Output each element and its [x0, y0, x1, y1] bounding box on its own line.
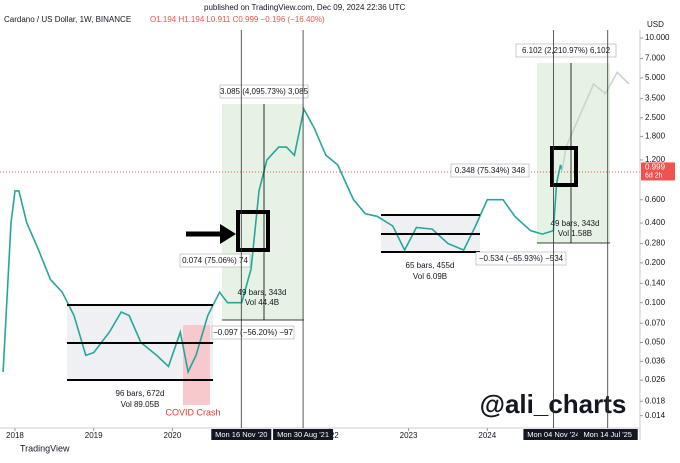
y-tick-label: 1.800 [645, 132, 666, 141]
annotation: COVID Crash [165, 407, 220, 417]
y-tick-label: 0.070 [645, 318, 666, 327]
y-tick-label: 0.100 [645, 298, 666, 307]
annotation: 3.085 (4,095.73%) 3,085 [220, 87, 309, 96]
y-tick-label: 3.500 [645, 94, 666, 103]
y-tick-label: 7.000 [645, 54, 666, 63]
label-box [211, 325, 295, 340]
measure [222, 63, 610, 321]
marker-tag [577, 429, 638, 440]
y-tick-label: 5.000 [645, 73, 666, 82]
annotation: −0.097 (−56.20%) −97 [213, 328, 293, 337]
annotation: 0.348 (75.34%) 348 [455, 166, 526, 175]
marker-label: Mon 14 Jul '25 [583, 430, 632, 439]
drawings [67, 63, 610, 381]
watermark: @ali_charts [480, 389, 627, 419]
label-box [515, 43, 617, 58]
marker-tag [273, 429, 334, 440]
y-tick-label: 0.600 [645, 195, 666, 204]
highlight-box [236, 210, 270, 252]
x-tick-label: 2023 [400, 431, 418, 440]
marker-label: Mon 04 Nov '24 [527, 430, 579, 439]
marker-tag [523, 429, 584, 440]
published: published on TradingView.com, Dec 09, 20… [204, 3, 406, 12]
y-tick-label: 1.200 [645, 155, 666, 164]
y-tick-label: 0.140 [645, 278, 666, 287]
label-box [179, 253, 251, 268]
symbol: Cardano / US Dollar, 1W, BINANCE [4, 15, 131, 24]
gain-box [537, 63, 610, 243]
countdown: 6d 2h [645, 172, 663, 179]
price-tag [641, 162, 675, 181]
annotation: 65 bars, 455d [406, 261, 455, 270]
y-tick-label: 0.200 [645, 258, 666, 267]
x-tick-label: 2018 [6, 431, 24, 440]
annotation: Vol 89.05B [121, 400, 160, 409]
y-tick-label: 0.036 [645, 357, 666, 366]
x-tick-label: 2019 [85, 431, 103, 440]
arrow-head [220, 224, 236, 244]
annotation: −0.534 (−65.93%) −534 [479, 254, 564, 263]
label-box [450, 163, 530, 178]
y-tick-label: 2.500 [645, 113, 666, 122]
x-tick-label: 2024 [478, 431, 496, 440]
annotation: 49 bars, 343d [238, 288, 287, 297]
brand: TradingView [20, 443, 70, 453]
annotation: 6.102 (2,210.97%) 6,102 [522, 46, 611, 55]
label-box [475, 251, 567, 266]
annotation: Vol 6.09B [413, 272, 447, 281]
annotation: 96 bars, 672d [116, 389, 165, 398]
y-tick-label: 0.026 [645, 375, 666, 384]
annotation: Vol 44.4B [245, 298, 279, 307]
marker-tag [211, 429, 272, 440]
annotation: 49 bars, 343d [551, 219, 600, 228]
y-tick-label: 0.280 [645, 239, 666, 248]
marker-label: Mon 30 Aug '21 [277, 430, 329, 439]
annotation: 0.074 (75.06%) 74 [182, 256, 248, 265]
label-box [219, 84, 309, 99]
y-tick-label: 0.400 [645, 218, 666, 227]
y-tick-label: 0.050 [645, 338, 666, 347]
ohlc: O1.194 H1.194 L0.911 C0.999 −0.196 (−16.… [150, 15, 325, 24]
price-tag-label: 0.999 [645, 163, 666, 172]
labels: 3.085 (4,095.73%) 3,085 0.074 (75.06%) 7… [116, 43, 627, 419]
x-tick-label: 2020 [164, 431, 182, 440]
y-tick-label: 0.018 [645, 396, 666, 405]
annotation: Vol 1.58B [558, 229, 592, 238]
y-tick-label: 10.000 [645, 33, 670, 42]
marker-label: Mon 16 Nov '20 [215, 430, 267, 439]
highlight-box [550, 146, 578, 187]
y-tick-label: 0.014 [645, 411, 666, 420]
unit: USD [647, 20, 664, 29]
